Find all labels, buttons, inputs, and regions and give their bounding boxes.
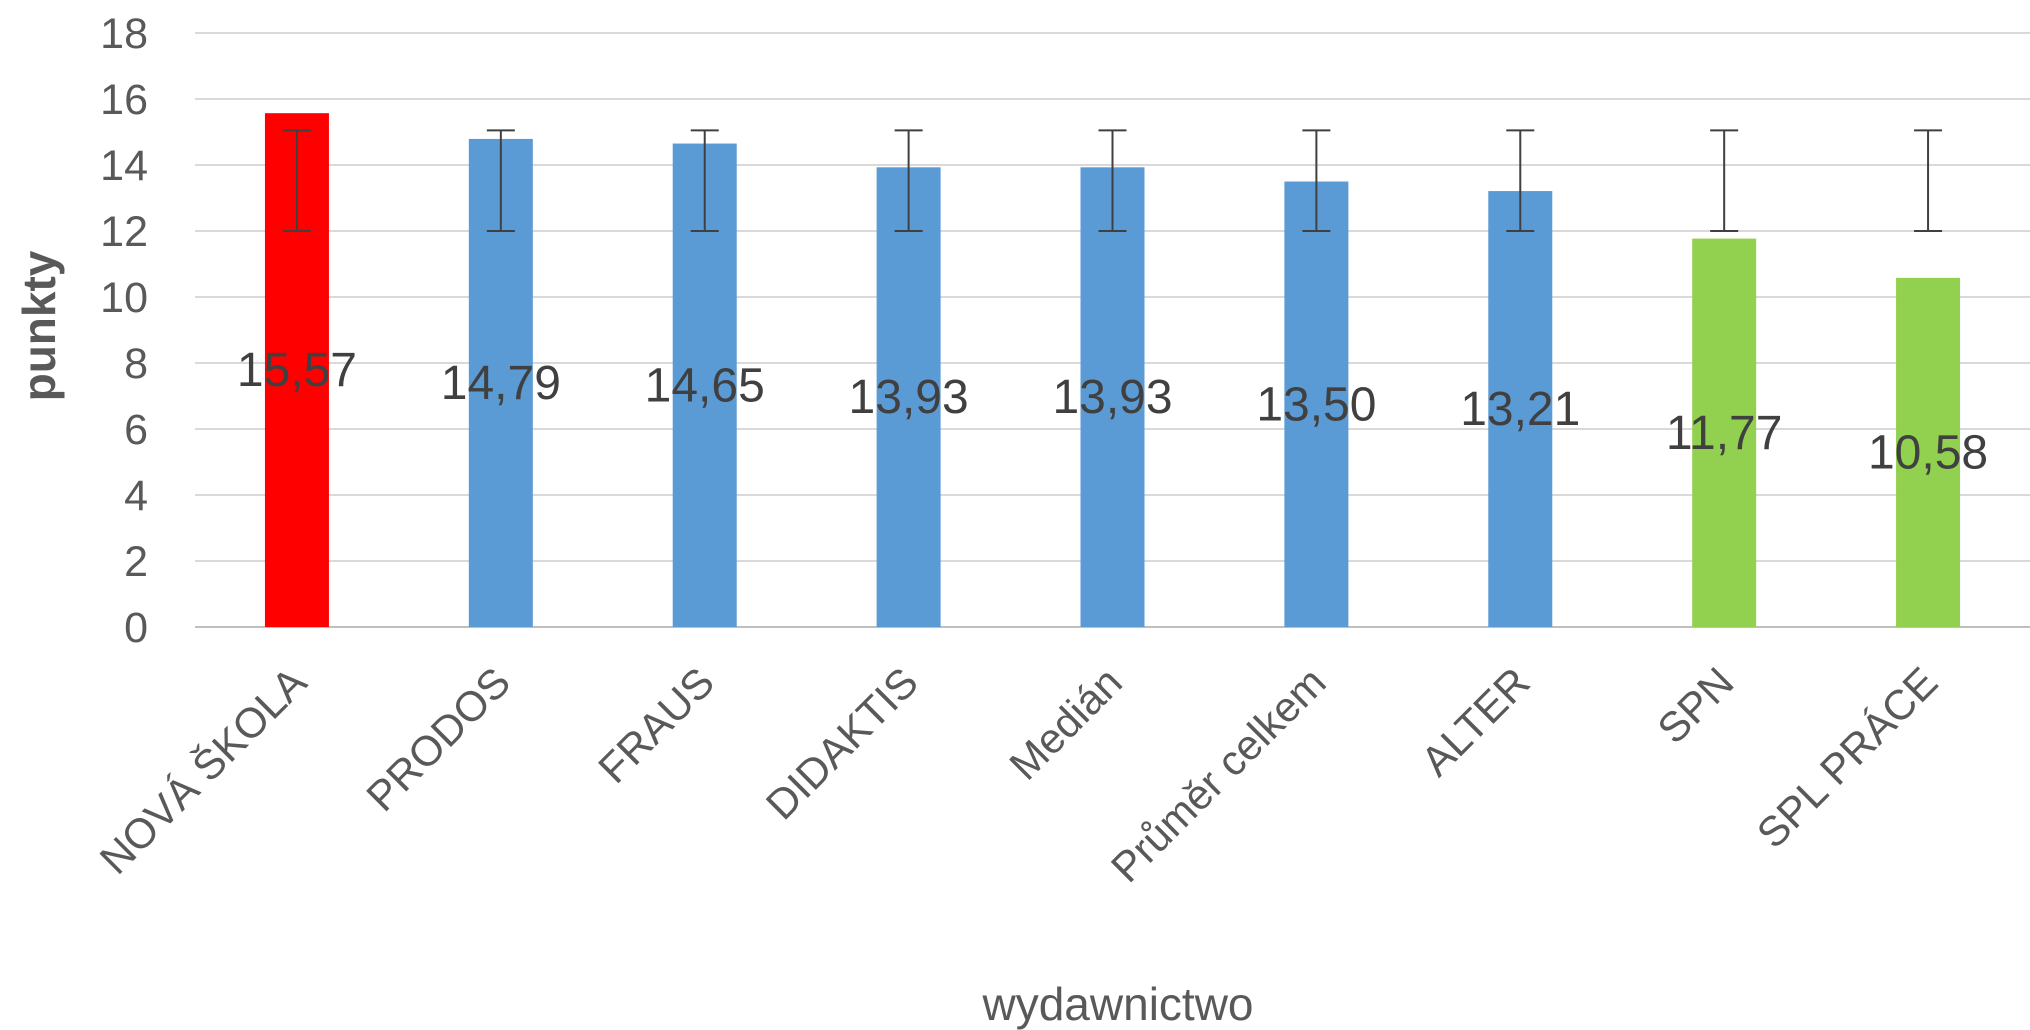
category-label: NOVÁ ŠKOLA [91, 658, 316, 883]
category-label: PRODOS [357, 658, 519, 820]
data-labels: 15,57 14,79 14,65 13,93 13,93 13,50 13,21 11,77… [237, 344, 1988, 479]
category-label: SPL PRÁCE [1748, 658, 1947, 857]
bar [1080, 167, 1145, 627]
data-label: 10,58 [1868, 426, 1988, 479]
bar [1692, 238, 1757, 627]
y-tick-label: 6 [124, 406, 148, 454]
y-axis-title: punkty [13, 250, 65, 401]
data-label: 14,79 [441, 357, 561, 410]
data-label: 13,93 [849, 371, 969, 424]
error-bars [282, 129, 1943, 232]
data-label: 15,57 [237, 344, 357, 397]
y-tick-label: 8 [124, 340, 148, 388]
y-tick-label: 12 [100, 208, 148, 256]
y-tick-label: 14 [100, 142, 148, 190]
data-label: 13,21 [1460, 383, 1580, 436]
y-tick-label: 4 [124, 472, 148, 520]
category-label: Průměr celkem [1102, 658, 1335, 891]
y-tick-label: 16 [100, 76, 148, 124]
category-label: ALTER [1412, 658, 1539, 785]
y-tick-label: 2 [124, 538, 148, 586]
bar [876, 167, 941, 627]
y-axis-ticks: 0 2 4 6 8 10 12 14 16 18 [100, 10, 148, 652]
data-label: 13,93 [1052, 371, 1172, 424]
x-axis-categories: NOVÁ ŠKOLA PRODOS FRAUS DIDAKTIS MediánPrůmě… [91, 658, 1947, 891]
x-axis-title: wydawnictwo [982, 978, 1254, 1030]
bar [1488, 191, 1553, 627]
category-label: DIDAKTIS [757, 658, 927, 828]
data-label: 13,50 [1256, 378, 1376, 431]
data-label: 11,77 [1666, 407, 1783, 460]
category-label: Medián [1000, 658, 1131, 789]
bar [1284, 181, 1349, 627]
category-label: SPN [1648, 658, 1742, 752]
y-tick-label: 0 [124, 604, 148, 652]
category-label: FRAUS [589, 658, 723, 792]
y-tick-label: 10 [100, 274, 148, 322]
y-tick-label: 18 [100, 10, 148, 58]
bar [1896, 277, 1961, 627]
data-label: 14,65 [645, 359, 765, 412]
